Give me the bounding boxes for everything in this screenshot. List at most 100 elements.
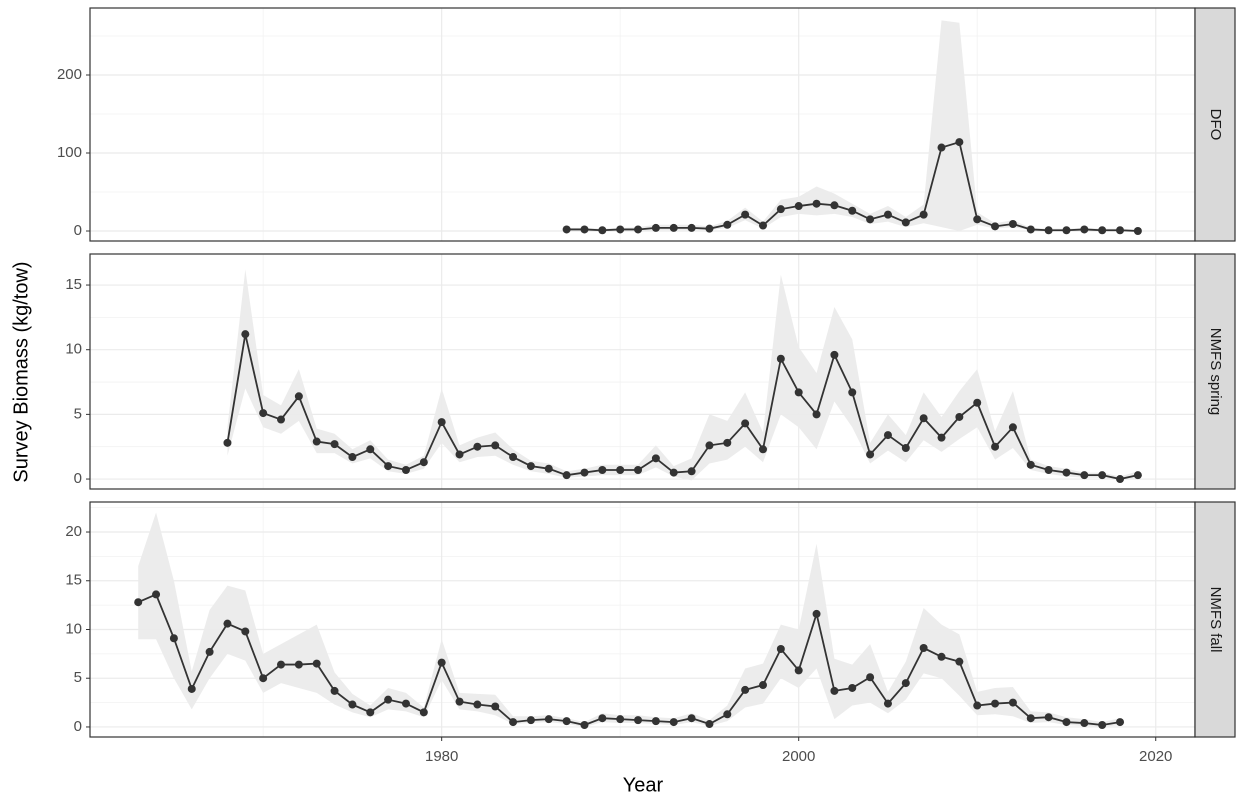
data-point xyxy=(883,431,892,440)
data-point xyxy=(705,720,714,729)
data-point xyxy=(419,708,428,717)
data-point xyxy=(544,464,553,473)
data-point xyxy=(812,410,821,419)
data-point xyxy=(919,644,928,653)
data-point xyxy=(687,714,696,723)
data-point xyxy=(526,716,535,725)
data-point xyxy=(991,699,1000,708)
data-point xyxy=(437,418,446,427)
data-point xyxy=(937,652,946,661)
data-point xyxy=(384,695,393,704)
data-point xyxy=(562,225,571,234)
data-point xyxy=(758,445,767,454)
strip-label: DFO xyxy=(1207,109,1224,141)
y-tick-label: 15 xyxy=(65,572,82,589)
data-point xyxy=(776,205,785,214)
plot-area xyxy=(134,512,1125,730)
data-point xyxy=(634,465,643,474)
data-point xyxy=(1008,219,1017,228)
data-point xyxy=(741,685,750,694)
data-point xyxy=(830,350,839,359)
data-point xyxy=(384,462,393,471)
data-point xyxy=(455,450,464,459)
data-point xyxy=(1133,471,1142,480)
data-point xyxy=(955,657,964,666)
data-point xyxy=(955,412,964,421)
y-tick-label: 100 xyxy=(57,144,82,161)
data-point xyxy=(741,210,750,219)
data-point xyxy=(223,438,232,447)
data-point xyxy=(634,225,643,234)
data-point xyxy=(812,609,821,618)
data-point xyxy=(651,454,660,463)
y-tick-label: 15 xyxy=(65,276,82,293)
data-point xyxy=(937,143,946,152)
y-tick-label: 0 xyxy=(74,222,82,239)
data-point xyxy=(651,717,660,726)
data-point xyxy=(866,673,875,682)
data-point xyxy=(241,627,250,636)
plot-area xyxy=(223,269,1142,484)
data-line xyxy=(226,333,1139,480)
data-point xyxy=(491,441,500,450)
data-point xyxy=(509,718,518,727)
data-point xyxy=(241,330,250,339)
data-point xyxy=(598,226,607,235)
data-point xyxy=(723,710,732,719)
data-point xyxy=(1116,226,1125,235)
data-point xyxy=(723,220,732,229)
data-point xyxy=(687,467,696,476)
data-point xyxy=(723,438,732,447)
data-point xyxy=(1008,698,1017,707)
data-point xyxy=(562,717,571,726)
strip-label: NMFS fall xyxy=(1207,587,1224,653)
data-point xyxy=(973,215,982,224)
y-axis-title: Survey Biomass (kg/tow) xyxy=(10,261,32,482)
y-tick-label: 5 xyxy=(74,405,82,422)
data-point xyxy=(1080,471,1089,480)
panel-background xyxy=(90,502,1195,737)
data-point xyxy=(794,388,803,397)
data-point xyxy=(598,465,607,474)
data-point xyxy=(705,441,714,450)
data-point xyxy=(883,699,892,708)
x-tick-label: 1980 xyxy=(425,748,458,765)
data-point xyxy=(312,437,321,446)
y-tick-label: 10 xyxy=(65,620,82,637)
data-point xyxy=(598,714,607,723)
data-point xyxy=(152,590,161,599)
data-point xyxy=(1026,225,1035,234)
data-point xyxy=(401,465,410,474)
data-point xyxy=(919,414,928,423)
data-point xyxy=(919,210,928,219)
data-point xyxy=(580,468,589,477)
data-point xyxy=(901,444,910,453)
data-point xyxy=(973,701,982,710)
data-point xyxy=(1044,226,1053,235)
data-point xyxy=(669,718,678,727)
data-point xyxy=(955,138,964,147)
data-point xyxy=(562,471,571,480)
strip xyxy=(1194,501,1236,738)
confidence-ribbon xyxy=(227,269,1138,481)
y-tick-label: 5 xyxy=(74,669,82,686)
data-point xyxy=(1026,460,1035,469)
data-point xyxy=(758,681,767,690)
data-point xyxy=(580,225,589,234)
data-point xyxy=(330,440,339,449)
data-point xyxy=(669,468,678,477)
data-point xyxy=(544,715,553,724)
x-tick-label: 2020 xyxy=(1139,748,1172,765)
panel: 0 5 10 15 NMFS spring xyxy=(65,253,1236,490)
data-point xyxy=(509,453,518,462)
data-point xyxy=(758,221,767,230)
data-point xyxy=(348,453,357,462)
data-point xyxy=(419,458,428,467)
x-tick-label: 2000 xyxy=(782,748,815,765)
y-tick-label: 0 xyxy=(74,718,82,735)
data-point xyxy=(991,222,1000,231)
y-tick-label: 200 xyxy=(57,66,82,83)
data-point xyxy=(634,716,643,725)
